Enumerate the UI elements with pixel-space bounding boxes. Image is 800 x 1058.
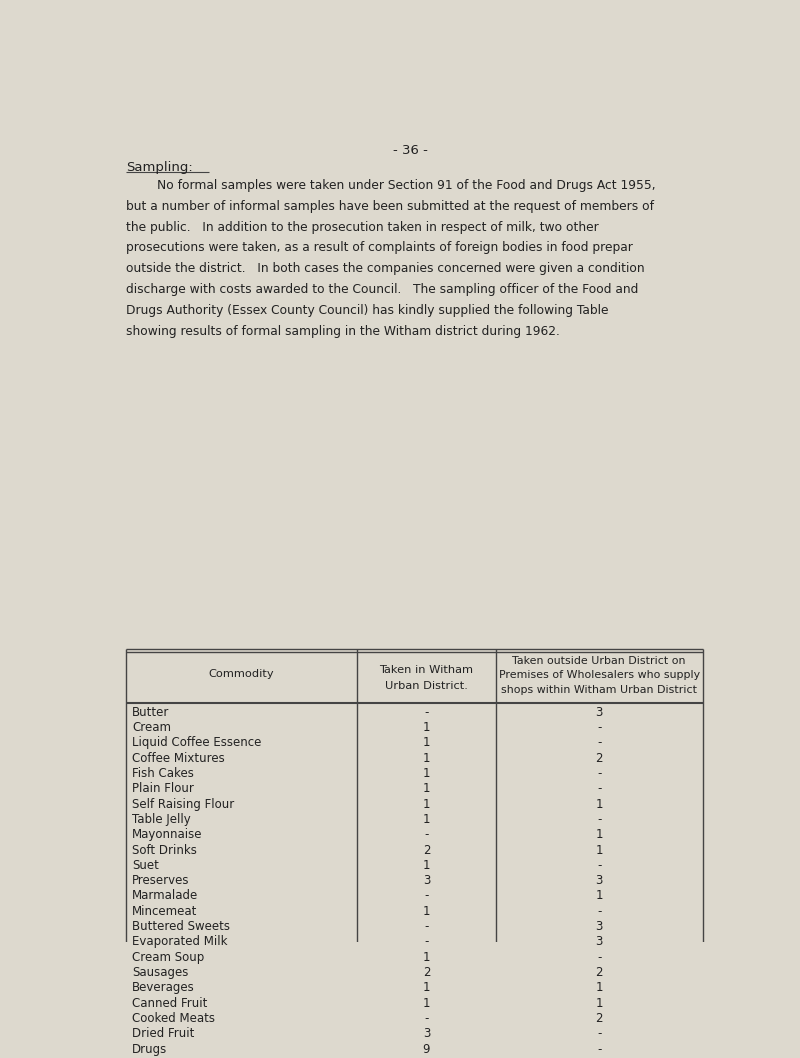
Text: Taken in Witham: Taken in Witham xyxy=(379,664,474,675)
Text: 1: 1 xyxy=(595,798,603,810)
Text: Urban District.: Urban District. xyxy=(385,680,468,691)
Text: Liquid Coffee Essence: Liquid Coffee Essence xyxy=(132,736,262,749)
Text: No formal samples were taken under Section 91 of the Food and Drugs Act 1955,: No formal samples were taken under Secti… xyxy=(126,179,656,193)
Text: Sausages: Sausages xyxy=(132,966,189,979)
Text: 9: 9 xyxy=(422,1042,430,1056)
Text: Butter: Butter xyxy=(132,706,170,718)
Text: Dried Fruit: Dried Fruit xyxy=(132,1027,194,1040)
Text: prosecutions were taken, as a result of complaints of foreign bodies in food pre: prosecutions were taken, as a result of … xyxy=(126,241,633,254)
Text: -: - xyxy=(597,859,602,872)
Text: -: - xyxy=(597,736,602,749)
Text: 3: 3 xyxy=(595,874,602,888)
Text: 1: 1 xyxy=(422,736,430,749)
Text: outside the district.   In both cases the companies concerned were given a condi: outside the district. In both cases the … xyxy=(126,262,645,275)
Text: Drugs: Drugs xyxy=(132,1042,167,1056)
Text: 2: 2 xyxy=(422,966,430,979)
Text: the public.   In addition to the prosecution taken in respect of milk, two other: the public. In addition to the prosecuti… xyxy=(126,221,598,234)
Text: 3: 3 xyxy=(595,920,602,933)
Text: 1: 1 xyxy=(422,905,430,917)
Text: -: - xyxy=(597,782,602,796)
Text: -: - xyxy=(424,1013,429,1025)
Text: -: - xyxy=(424,706,429,718)
Text: 3: 3 xyxy=(595,935,602,948)
Text: Suet: Suet xyxy=(132,859,159,872)
Text: 1: 1 xyxy=(422,720,430,734)
Text: -: - xyxy=(597,951,602,964)
Text: 1: 1 xyxy=(422,767,430,780)
Text: 1: 1 xyxy=(422,859,430,872)
Text: Plain Flour: Plain Flour xyxy=(132,782,194,796)
Text: Self Raising Flour: Self Raising Flour xyxy=(132,798,234,810)
Text: -: - xyxy=(597,1042,602,1056)
Text: 1: 1 xyxy=(422,951,430,964)
Text: Canned Fruit: Canned Fruit xyxy=(132,997,208,1009)
Text: but a number of informal samples have been submitted at the request of members o: but a number of informal samples have be… xyxy=(126,200,654,213)
Text: Taken outside Urban District on: Taken outside Urban District on xyxy=(512,656,686,665)
Text: -: - xyxy=(424,935,429,948)
Text: Commodity: Commodity xyxy=(209,669,274,678)
Text: Cooked Meats: Cooked Meats xyxy=(132,1013,215,1025)
Text: Mayonnaise: Mayonnaise xyxy=(132,828,202,841)
Text: Coffee Mixtures: Coffee Mixtures xyxy=(132,751,225,765)
Text: -: - xyxy=(424,920,429,933)
Text: Table Jelly: Table Jelly xyxy=(132,813,191,826)
Text: Fish Cakes: Fish Cakes xyxy=(132,767,194,780)
Text: -: - xyxy=(597,813,602,826)
Text: Beverages: Beverages xyxy=(132,982,195,995)
Text: 2: 2 xyxy=(422,843,430,857)
Text: -: - xyxy=(597,1027,602,1040)
Text: 1: 1 xyxy=(422,782,430,796)
Text: Cream Soup: Cream Soup xyxy=(132,951,205,964)
Text: 1: 1 xyxy=(595,828,603,841)
Text: 1: 1 xyxy=(595,997,603,1009)
Text: showing results of formal sampling in the Witham district during 1962.: showing results of formal sampling in th… xyxy=(126,325,560,338)
Text: Evaporated Milk: Evaporated Milk xyxy=(132,935,228,948)
Text: discharge with costs awarded to the Council.   The sampling officer of the Food : discharge with costs awarded to the Coun… xyxy=(126,282,638,296)
Text: - 36 -: - 36 - xyxy=(393,144,427,157)
Text: -: - xyxy=(597,720,602,734)
Text: 3: 3 xyxy=(422,874,430,888)
Text: 1: 1 xyxy=(595,890,603,902)
Text: Buttered Sweets: Buttered Sweets xyxy=(132,920,230,933)
Text: 3: 3 xyxy=(595,706,602,718)
Text: 1: 1 xyxy=(595,982,603,995)
Text: -: - xyxy=(424,890,429,902)
Text: -: - xyxy=(597,767,602,780)
Text: 1: 1 xyxy=(422,997,430,1009)
Text: shops within Witham Urban District: shops within Witham Urban District xyxy=(501,685,697,695)
Text: Mincemeat: Mincemeat xyxy=(132,905,198,917)
Text: 1: 1 xyxy=(422,813,430,826)
Text: Soft Drinks: Soft Drinks xyxy=(132,843,197,857)
Text: 1: 1 xyxy=(422,798,430,810)
Text: Cream: Cream xyxy=(132,720,171,734)
Text: Drugs Authority (Essex County Council) has kindly supplied the following Table: Drugs Authority (Essex County Council) h… xyxy=(126,304,609,316)
Text: Sampling:: Sampling: xyxy=(126,161,193,175)
Text: 1: 1 xyxy=(422,982,430,995)
Text: Premises of Wholesalers who supply: Premises of Wholesalers who supply xyxy=(498,670,700,680)
Text: Preserves: Preserves xyxy=(132,874,190,888)
Text: 2: 2 xyxy=(595,966,603,979)
Text: -: - xyxy=(424,828,429,841)
Text: 2: 2 xyxy=(595,751,603,765)
Text: 2: 2 xyxy=(595,1013,603,1025)
Text: Marmalade: Marmalade xyxy=(132,890,198,902)
Text: 1: 1 xyxy=(595,843,603,857)
Text: 1: 1 xyxy=(422,751,430,765)
Text: -: - xyxy=(597,905,602,917)
Text: 3: 3 xyxy=(422,1027,430,1040)
